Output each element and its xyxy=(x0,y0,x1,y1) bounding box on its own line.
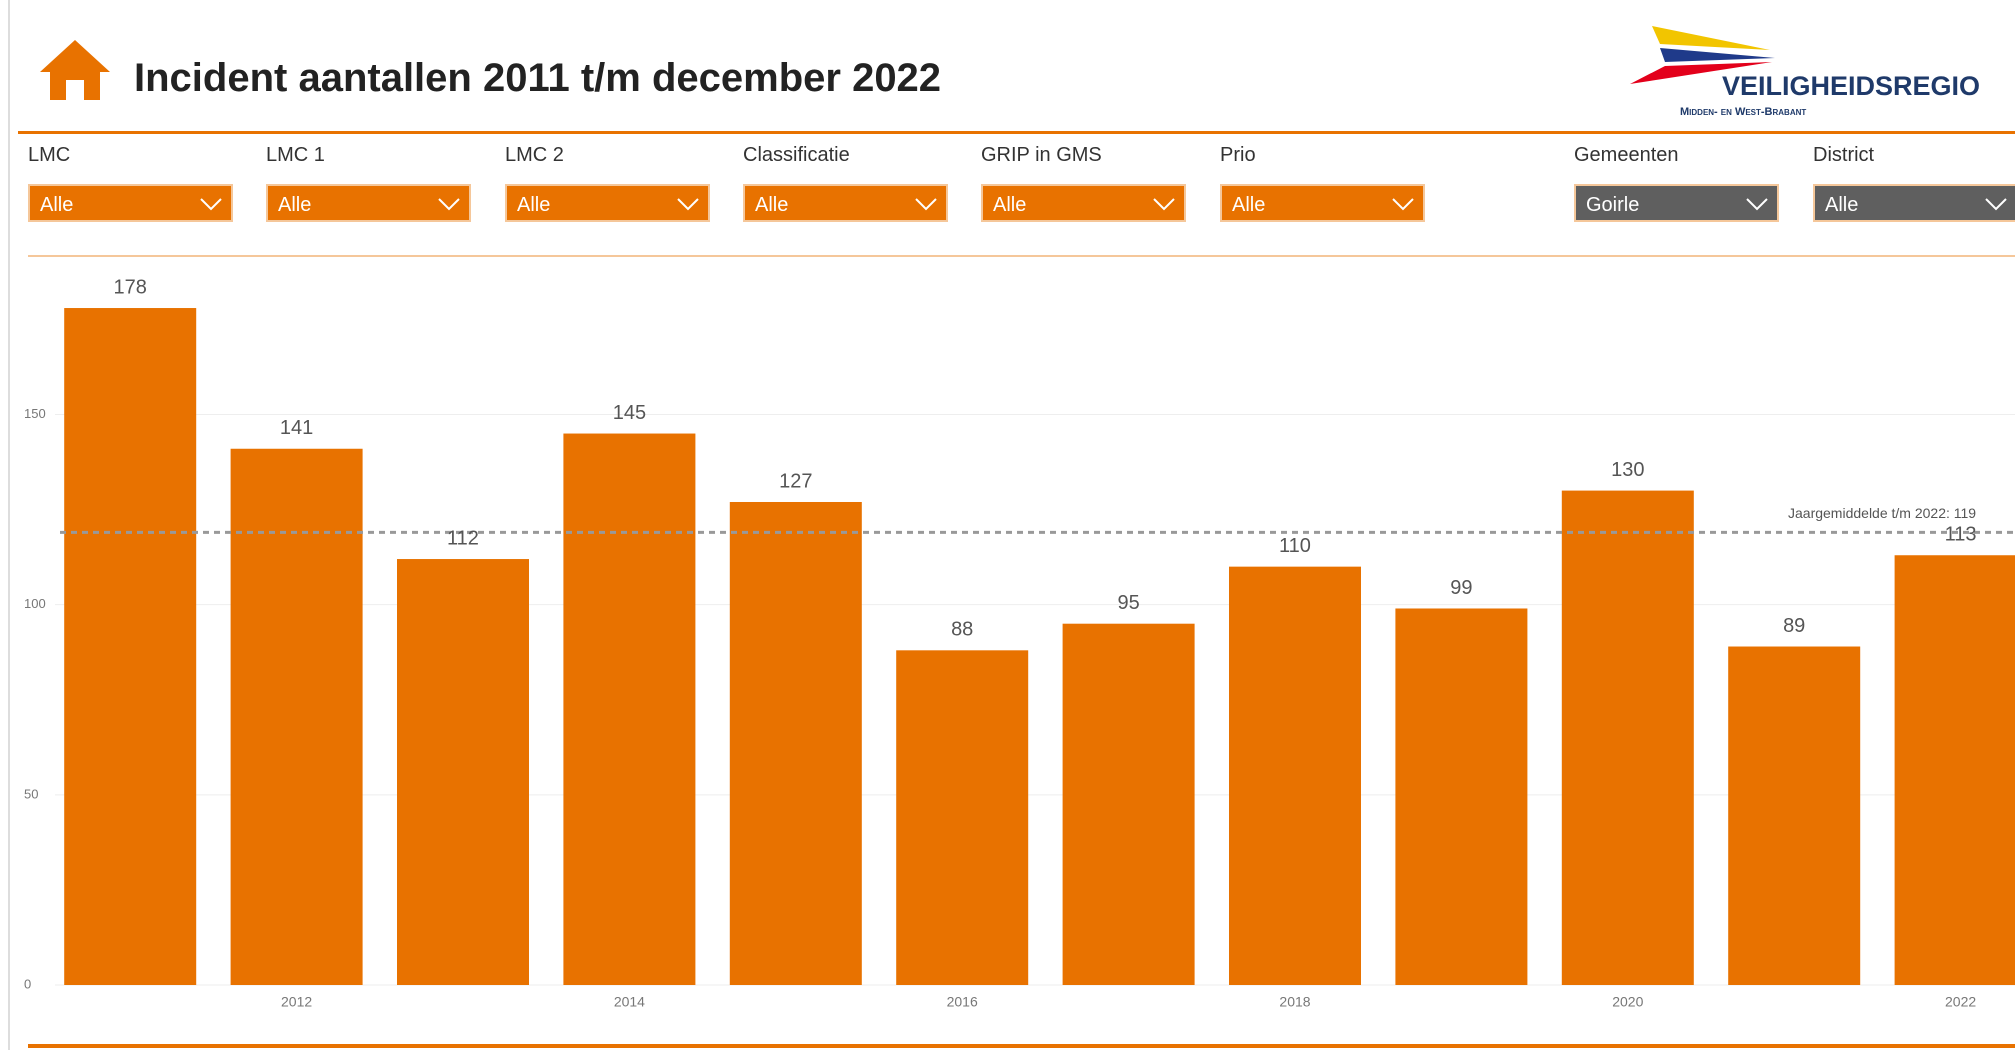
x-tick-label: 2012 xyxy=(281,994,312,1010)
x-tick-label: 2020 xyxy=(1612,994,1643,1010)
chart: 0 50 100 150 2012 2014 2016 2018 2020 2022 Jaargem… xyxy=(24,276,2015,1010)
logo-name: VEILIGHEIDSREGIO xyxy=(1722,71,1980,101)
bar xyxy=(397,559,529,985)
chevron xyxy=(200,198,222,211)
filter-value: Alle xyxy=(1232,194,1266,216)
filter-value: Alle xyxy=(40,194,74,216)
y-tick-label: 150 xyxy=(24,406,46,421)
left-border xyxy=(8,0,10,1050)
data-label: 95 xyxy=(1117,592,1139,614)
bar xyxy=(1062,623,1195,985)
filter-dropdown[interactable]: Alle xyxy=(266,184,471,222)
average-label: Jaargemiddelde t/m 2022: 119 xyxy=(1788,505,1976,521)
chevron xyxy=(1153,198,1175,211)
bar xyxy=(64,308,197,985)
bar xyxy=(1229,566,1361,985)
chevron xyxy=(1392,198,1414,211)
data-label: 130 xyxy=(1611,459,1644,481)
filter-dropdown[interactable]: Alle xyxy=(1813,184,2015,222)
x-tick-label: 2022 xyxy=(1945,994,1976,1010)
chevron xyxy=(1985,198,2007,211)
filter-label: District xyxy=(1813,144,1875,166)
chevron xyxy=(1746,198,1768,211)
filter-dropdown[interactable]: Alle xyxy=(1220,184,1425,222)
filter-label: Prio xyxy=(1220,144,1256,166)
title: Incident aantallen 2011 t/m december 202… xyxy=(134,56,942,100)
filter-dropdown[interactable]: Alle xyxy=(981,184,1186,222)
home-icon[interactable] xyxy=(38,38,112,102)
bar xyxy=(1395,608,1528,985)
filter-dropdown[interactable]: Alle xyxy=(505,184,710,222)
y-tick-label: 100 xyxy=(24,596,46,611)
filter-value: Goirle xyxy=(1586,194,1640,216)
filter-value: Alle xyxy=(517,194,551,216)
data-label: 145 xyxy=(613,402,646,424)
filter-value: Alle xyxy=(755,194,789,216)
y-tick-label: 0 xyxy=(24,976,31,991)
filter-dropdown[interactable]: Alle xyxy=(28,184,233,222)
y-tick-label: 50 xyxy=(24,786,38,801)
logo-sub: Midden- en West-Brabant xyxy=(1680,106,1806,118)
filter-label: GRIP in GMS xyxy=(981,144,1102,166)
divider xyxy=(28,255,2015,257)
chevron xyxy=(915,198,937,211)
filter-label: LMC xyxy=(28,144,71,166)
filter-dropdown[interactable]: Alle xyxy=(743,184,948,222)
bar xyxy=(230,448,363,985)
bar xyxy=(1561,490,1694,985)
bar xyxy=(1894,555,2015,985)
filter-label: Classificatie xyxy=(743,144,850,166)
x-tick-label: 2018 xyxy=(1279,994,1310,1010)
data-label: 141 xyxy=(280,417,313,439)
data-label: 110 xyxy=(1279,535,1311,557)
x-tick-label: 2014 xyxy=(614,994,645,1010)
footer-line xyxy=(28,1044,2015,1048)
x-tick-label: 2016 xyxy=(947,994,978,1010)
logo: VEILIGHEIDSREGIO Midden- en West-Brabant xyxy=(1630,26,1980,118)
data-label: 99 xyxy=(1450,577,1472,599)
data-label: 113 xyxy=(1945,524,1977,546)
bar xyxy=(896,650,1029,985)
filter-value: Alle xyxy=(993,194,1027,216)
bar xyxy=(563,433,696,985)
data-label: 127 xyxy=(779,470,812,492)
filter-label: Gemeenten xyxy=(1574,144,1679,166)
bar xyxy=(729,501,862,985)
chevron xyxy=(677,198,699,211)
filter-dropdown[interactable]: Goirle xyxy=(1574,184,1779,222)
data-label: 88 xyxy=(951,619,973,641)
filter-value: Alle xyxy=(278,194,312,216)
data-label: 178 xyxy=(114,276,147,298)
bar xyxy=(1728,646,1861,985)
data-label: 89 xyxy=(1783,615,1805,637)
chevron xyxy=(438,198,460,211)
filter-label: LMC 2 xyxy=(505,144,564,166)
filter-label: LMC 1 xyxy=(266,144,325,166)
data-label: 112 xyxy=(447,527,479,549)
filter-value: Alle xyxy=(1825,194,1859,216)
header-line xyxy=(18,131,2015,134)
